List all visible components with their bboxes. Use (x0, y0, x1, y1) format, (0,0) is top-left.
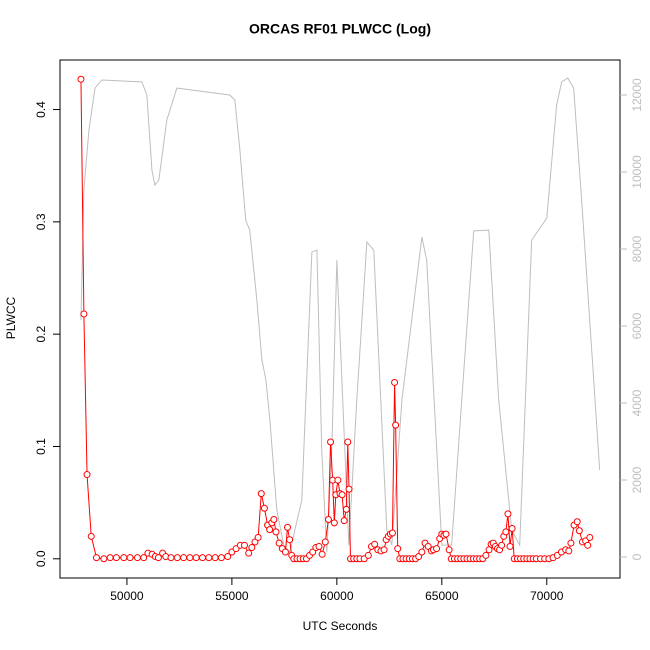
data-point (315, 542, 323, 550)
data-point (167, 554, 175, 562)
data-point (275, 539, 283, 547)
y2-tick-label: 8000 (630, 235, 644, 262)
data-point (344, 438, 352, 446)
data-point (281, 548, 289, 556)
data-point (87, 532, 95, 540)
data-point (380, 546, 388, 554)
series-line (80, 77, 601, 554)
data-point (345, 485, 353, 493)
data-point (240, 541, 248, 549)
y2-tick-label: 12000 (630, 78, 644, 112)
data-point (318, 550, 326, 558)
y-tick-label: 0.4 (34, 101, 48, 118)
data-point (205, 554, 213, 562)
data-point (442, 530, 450, 538)
data-point (575, 527, 583, 535)
data-point (371, 540, 379, 548)
data-point (270, 515, 278, 523)
y2-tick-label: 2000 (630, 466, 644, 493)
data-point (126, 554, 134, 562)
data-point (92, 554, 100, 562)
data-point (394, 545, 402, 553)
data-point (504, 510, 512, 518)
data-point (338, 491, 346, 499)
data-point (573, 518, 581, 526)
chart-title: ORCAS RF01 PLWCC (Log) (249, 21, 431, 37)
data-point (433, 545, 441, 553)
data-point (584, 541, 592, 549)
data-point (418, 548, 426, 556)
data-point (334, 476, 342, 484)
data-point (106, 554, 114, 562)
plot-box (59, 59, 621, 579)
data-point (254, 533, 262, 541)
data-point (245, 549, 253, 557)
data-point (80, 310, 88, 318)
data-point (266, 526, 274, 534)
x-tick-label: 55000 (215, 589, 249, 603)
data-point (186, 554, 194, 562)
data-point (257, 490, 265, 498)
data-point (192, 554, 200, 562)
x-axis-label: UTC Seconds (303, 619, 378, 633)
data-point (120, 554, 128, 562)
data-point (321, 538, 329, 546)
y2-tick-label: 0 (630, 553, 644, 560)
data-point (502, 528, 510, 536)
data-point (340, 517, 348, 525)
y-tick-label: 0.2 (34, 325, 48, 342)
data-point (83, 471, 91, 479)
data-point (248, 544, 256, 552)
data-point (173, 554, 181, 562)
data-point (330, 519, 338, 527)
data-point (364, 551, 372, 559)
x-tick-label: 70000 (530, 589, 564, 603)
data-point (567, 539, 575, 547)
data-point (327, 438, 335, 446)
data-point (260, 504, 268, 512)
x-tick-label: 60000 (320, 589, 354, 603)
data-point (140, 554, 148, 562)
data-point (133, 554, 141, 562)
y2-tick-label: 10000 (630, 155, 644, 189)
data-point (112, 554, 120, 562)
data-point (224, 553, 232, 561)
data-point (388, 529, 396, 537)
y2-tick-label: 6000 (630, 312, 644, 339)
data-point (485, 546, 493, 554)
data-point (342, 505, 350, 513)
data-point (180, 554, 188, 562)
data-point (445, 546, 453, 554)
data-point (272, 528, 280, 536)
data-point (217, 554, 225, 562)
data-point (100, 555, 108, 563)
y-tick-label: 0.3 (34, 213, 48, 230)
data-point (392, 421, 400, 429)
data-point (286, 536, 294, 544)
data-point (498, 541, 506, 549)
data-point (211, 554, 219, 562)
data-point (154, 554, 162, 562)
y-axis-label: PLWCC (4, 296, 18, 339)
data-point (565, 547, 573, 555)
x-tick-label: 65000 (425, 589, 459, 603)
y2-tick-label: 4000 (630, 389, 644, 416)
y-tick-label: 0.1 (34, 438, 48, 455)
x-tick-label: 50000 (110, 589, 144, 603)
data-point (508, 524, 516, 532)
data-point (391, 378, 399, 386)
y-tick-label: 0.0 (34, 550, 48, 567)
data-point (506, 542, 514, 550)
data-point (586, 533, 594, 541)
data-point (324, 515, 332, 523)
data-point (198, 554, 206, 562)
data-point (284, 523, 292, 531)
data-point (77, 75, 85, 83)
data-point (482, 551, 490, 559)
